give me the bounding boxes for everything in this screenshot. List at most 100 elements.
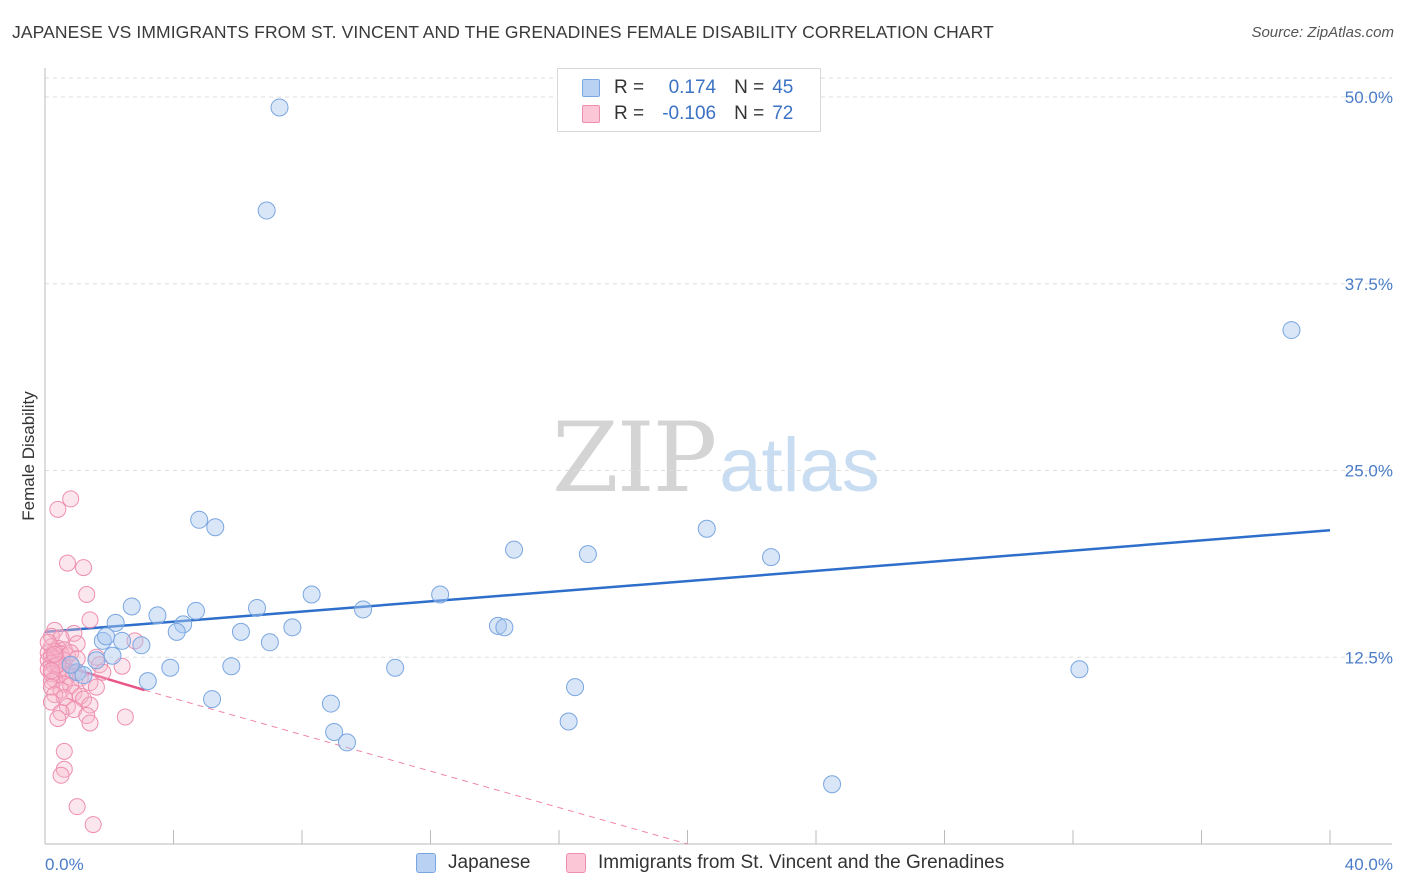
data-point-japanese xyxy=(203,690,222,709)
legend-r-key: R = xyxy=(614,103,645,124)
data-point-st-vincent xyxy=(49,656,67,674)
data-point-japanese xyxy=(559,712,578,731)
data-point-japanese xyxy=(283,618,302,637)
trend-line-st-vincent xyxy=(44,659,145,692)
series-swatch-st-vincent xyxy=(566,853,586,873)
data-point-st-vincent xyxy=(55,742,73,760)
watermark-zip: ZIP xyxy=(552,402,717,514)
watermark: ZIPatlas xyxy=(552,402,880,514)
data-point-japanese xyxy=(61,655,80,674)
data-point-japanese xyxy=(103,646,122,665)
series-swatch-japanese xyxy=(416,853,436,873)
y-tick-label: 25.0% xyxy=(1345,462,1393,481)
data-point-japanese xyxy=(106,613,125,632)
data-point-japanese xyxy=(174,615,193,634)
points-japanese xyxy=(61,98,1301,794)
data-point-japanese xyxy=(222,657,241,676)
data-point-japanese xyxy=(270,98,289,117)
data-point-japanese xyxy=(325,722,344,741)
data-point-japanese xyxy=(231,622,250,641)
data-point-st-vincent xyxy=(62,490,80,508)
data-point-st-vincent xyxy=(52,766,70,784)
tick-labels: 12.5% 25.0% 37.5% 50.0% 0.0% 40.0% xyxy=(45,88,1393,874)
data-point-japanese xyxy=(248,598,267,617)
data-point-japanese xyxy=(74,666,93,685)
x-tick-label: 0.0% xyxy=(45,855,84,874)
legend-swatch-japanese xyxy=(582,79,600,97)
legend-row-st-vincent: R = -0.106 N = 72 xyxy=(582,102,800,126)
data-point-japanese xyxy=(354,600,373,619)
trend-line-st-vincent-extrapolated xyxy=(144,689,688,845)
legend-swatch-st-vincent xyxy=(582,105,600,123)
data-point-st-vincent xyxy=(42,662,60,680)
data-point-st-vincent xyxy=(58,554,76,572)
data-point-japanese xyxy=(488,616,507,635)
y-tick-label: 37.5% xyxy=(1345,275,1393,294)
data-point-japanese xyxy=(566,678,585,697)
data-point-st-vincent xyxy=(87,678,105,696)
data-point-japanese xyxy=(87,651,106,670)
series-label-japanese: Japanese xyxy=(448,852,531,873)
legend-r-value: 0.174 xyxy=(668,77,717,98)
series-legend: Japanese Immigrants from St. Vincent and… xyxy=(0,852,1406,878)
y-axis-label: Female Disability xyxy=(19,391,38,521)
legend-r-key: R = xyxy=(614,77,645,98)
data-point-japanese xyxy=(302,585,321,604)
data-point-japanese xyxy=(161,658,180,677)
trend-line-japanese xyxy=(44,529,1331,634)
data-point-japanese xyxy=(206,518,225,537)
data-point-japanese xyxy=(97,627,116,646)
data-point-st-vincent xyxy=(68,798,86,816)
data-point-st-vincent xyxy=(81,611,99,629)
data-point-japanese xyxy=(1282,321,1301,340)
legend-n-key: N = xyxy=(734,103,765,124)
gridlines xyxy=(45,77,1392,658)
data-point-st-vincent xyxy=(81,714,99,732)
data-point-japanese xyxy=(186,601,205,620)
points-st-vincent xyxy=(39,490,144,834)
series-legend-st-vincent: Immigrants from St. Vincent and the Gren… xyxy=(566,852,1004,874)
data-point-st-vincent xyxy=(42,693,60,711)
data-point-japanese xyxy=(122,597,141,616)
y-tick-label: 50.0% xyxy=(1345,88,1393,107)
legend-n-value: 45 xyxy=(772,77,794,98)
data-point-japanese xyxy=(762,548,781,567)
data-point-japanese xyxy=(257,201,276,220)
data-point-japanese xyxy=(823,775,842,794)
data-point-japanese xyxy=(138,672,157,691)
data-point-japanese xyxy=(697,519,716,538)
x-tick-label: 40.0% xyxy=(1345,855,1393,874)
data-point-st-vincent xyxy=(75,559,93,577)
watermark-atlas: atlas xyxy=(719,423,880,508)
data-point-st-vincent xyxy=(46,645,64,663)
data-point-japanese xyxy=(495,618,514,637)
correlation-legend: R = 0.174 N = 45 R = -0.106 N = 72 xyxy=(557,68,821,132)
data-point-japanese xyxy=(167,622,186,641)
axes xyxy=(44,68,1392,845)
data-point-japanese xyxy=(260,633,279,652)
data-point-st-vincent xyxy=(75,690,93,708)
legend-n-key: N = xyxy=(734,77,765,98)
data-point-st-vincent xyxy=(49,500,67,518)
data-point-st-vincent xyxy=(65,624,83,642)
data-point-st-vincent xyxy=(116,708,134,726)
source-credit: Source: ZipAtlas.com xyxy=(1251,24,1394,41)
data-point-japanese xyxy=(386,658,405,677)
data-point-japanese xyxy=(132,636,151,655)
legend-n-value: 72 xyxy=(772,103,794,124)
data-point-st-vincent xyxy=(81,696,99,714)
data-point-japanese xyxy=(113,631,132,650)
legend-r-value: -0.106 xyxy=(662,103,717,124)
series-legend-japanese: Japanese xyxy=(416,852,530,874)
data-point-st-vincent xyxy=(84,816,102,834)
data-point-japanese xyxy=(337,733,356,752)
series-label-st-vincent: Immigrants from St. Vincent and the Gren… xyxy=(598,852,1005,873)
data-point-japanese xyxy=(505,540,524,559)
data-point-japanese xyxy=(1070,660,1089,679)
data-point-japanese xyxy=(431,585,450,604)
data-point-japanese xyxy=(321,694,340,713)
data-point-japanese xyxy=(148,606,167,625)
data-point-st-vincent xyxy=(78,586,96,604)
chart-title: JAPANESE VS IMMIGRANTS FROM ST. VINCENT … xyxy=(12,22,994,42)
